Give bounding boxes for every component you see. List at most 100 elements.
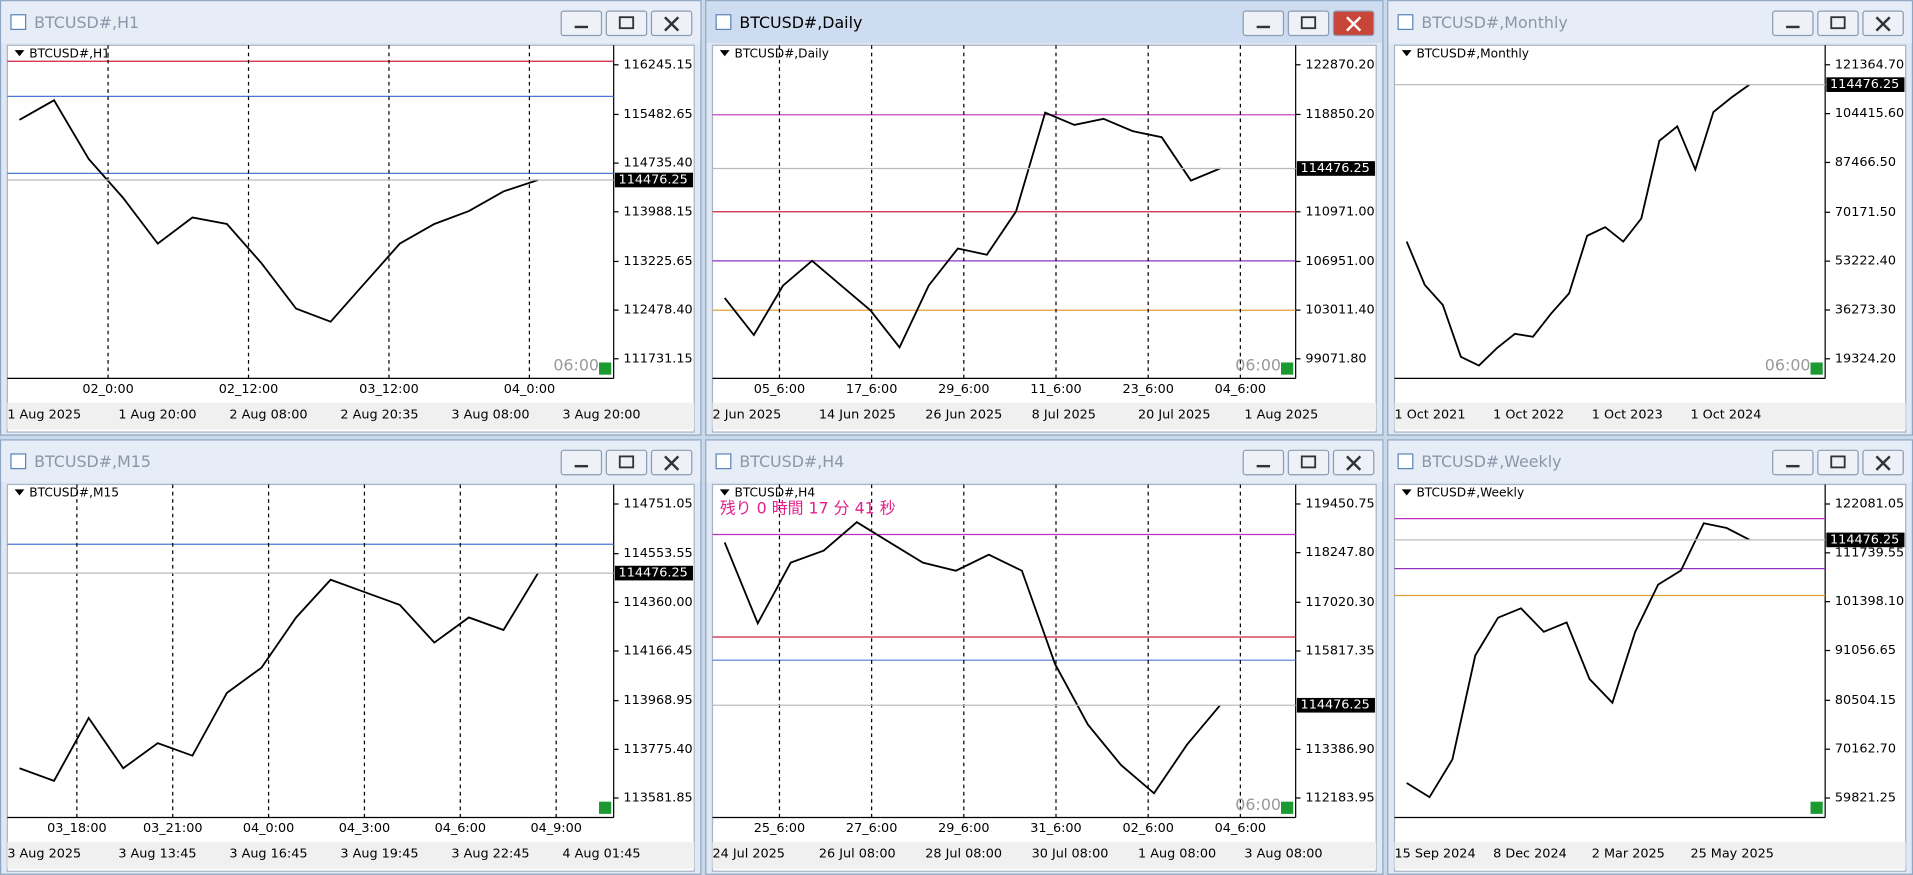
separator-label: 31_6:00 xyxy=(1030,821,1081,836)
window-icon xyxy=(715,453,732,470)
current-price-label: 114476.25 xyxy=(1301,161,1370,176)
separator-label: 29_6:00 xyxy=(938,382,989,397)
x-tick-label: 24 Jul 2025 xyxy=(712,847,784,862)
price-line xyxy=(19,99,539,323)
minimize-button[interactable] xyxy=(560,449,603,476)
y-tick-label: 113775.40 xyxy=(623,742,692,757)
minimize-button[interactable] xyxy=(560,10,603,37)
window-icon xyxy=(1397,14,1414,31)
chart-label: BTCUSD#,Daily xyxy=(734,46,829,60)
x-tick-label: 30 Jul 08:00 xyxy=(1032,847,1109,862)
y-tick-label: 114553.55 xyxy=(623,546,692,561)
status-marker xyxy=(1810,362,1823,375)
x-tick-label: 8 Dec 2024 xyxy=(1493,847,1567,862)
y-tick-label: 112478.40 xyxy=(623,303,692,318)
chart-label: BTCUSD#,H4 xyxy=(734,486,815,500)
x-tick-label: 1 Oct 2023 xyxy=(1592,407,1663,422)
separator-label: 04_6:00 xyxy=(1215,821,1266,836)
chart-window: BTCUSD#,H1 BTCUSD#,H1 116245.15 115482.65 11… xyxy=(0,0,702,436)
minimize-button[interactable] xyxy=(1772,449,1814,476)
y-tick-label: 70171.50 xyxy=(1835,205,1896,220)
separator-label: 02_12:00 xyxy=(219,382,279,397)
x-tick-label: 4 Aug 01:45 xyxy=(562,847,640,862)
separator-label: 03_12:00 xyxy=(359,382,419,397)
window-icon xyxy=(1397,453,1414,470)
x-tick-label: 2 Mar 2025 xyxy=(1592,847,1665,862)
window-icon xyxy=(10,14,27,31)
x-tick-label: 1 Oct 2024 xyxy=(1690,407,1761,422)
y-tick-label: 53222.40 xyxy=(1835,254,1896,269)
minimize-button[interactable] xyxy=(1242,449,1285,476)
y-tick-label: 106951.00 xyxy=(1305,254,1374,269)
y-tick-label: 115817.35 xyxy=(1305,643,1374,658)
x-tick-label: 3 Aug 08:00 xyxy=(451,407,529,422)
y-tick-label: 111731.15 xyxy=(623,351,692,366)
button-glyph xyxy=(1300,16,1317,30)
x-tick-label: 3 Aug 19:45 xyxy=(340,847,418,862)
chart-window: BTCUSD#,Daily BTCUSD#,Daily 122870.20 11885… xyxy=(705,0,1384,436)
chart-window: BTCUSD#,H4 BTCUSD#,H4 119450.75 118247.80 11… xyxy=(705,439,1384,875)
button-glyph xyxy=(1346,16,1362,32)
x-tick-label: 2 Jun 2025 xyxy=(712,407,781,422)
x-tick-label: 3 Aug 13:45 xyxy=(118,847,196,862)
current-price-box xyxy=(1826,77,1905,92)
y-tick-label: 122870.20 xyxy=(1305,57,1374,72)
y-tick-label: 70162.70 xyxy=(1835,742,1896,757)
price-line xyxy=(723,111,1221,350)
window-title: BTCUSD#,Monthly xyxy=(1421,13,1567,32)
separator-label: 05_6:00 xyxy=(754,382,805,397)
maximize-button[interactable] xyxy=(1817,449,1859,476)
chart-window: BTCUSD#,Weekly BTCUSD#,Weekly 122081.05 111… xyxy=(1387,439,1913,875)
minimize-button[interactable] xyxy=(1772,10,1814,37)
button-glyph xyxy=(1300,455,1317,469)
separator-label: 27_6:00 xyxy=(846,821,897,836)
x-tick-label: 14 Jun 2025 xyxy=(819,407,896,422)
date-strip xyxy=(1394,841,1906,869)
button-glyph xyxy=(1830,16,1846,30)
separator-label: 04_9:00 xyxy=(530,821,581,836)
y-tick-label: 121364.70 xyxy=(1835,57,1904,72)
status-marker xyxy=(1281,801,1294,814)
button-glyph xyxy=(618,455,635,469)
button-glyph xyxy=(1875,455,1891,471)
current-price-box xyxy=(614,565,693,581)
x-tick-label: 1 Aug 2025 xyxy=(7,407,81,422)
y-tick-label: 122081.05 xyxy=(1835,496,1904,511)
current-price-label: 114476.25 xyxy=(619,172,688,187)
separator-label: 02_0:00 xyxy=(82,382,133,397)
bar-timer: 06:00 xyxy=(553,356,599,375)
minimize-button[interactable] xyxy=(1242,10,1285,37)
x-tick-label: 3 Aug 08:00 xyxy=(1244,847,1322,862)
status-marker xyxy=(599,801,612,814)
y-tick-label: 114166.45 xyxy=(623,644,692,659)
label-arrow xyxy=(1401,50,1412,57)
maximize-button[interactable] xyxy=(1287,10,1330,37)
current-price-label: 114476.25 xyxy=(1830,77,1899,92)
y-tick-label: 114751.05 xyxy=(623,496,692,511)
y-tick-label: 113386.90 xyxy=(1305,742,1374,757)
separator-label: 17_6:00 xyxy=(846,382,897,397)
x-tick-label: 2 Aug 08:00 xyxy=(229,407,307,422)
current-price-box xyxy=(1296,697,1375,713)
maximize-button[interactable] xyxy=(1817,10,1859,37)
price-line xyxy=(19,572,539,782)
x-tick-label: 8 Jul 2025 xyxy=(1032,407,1096,422)
maximize-button[interactable] xyxy=(605,10,648,37)
separator-label: 03_18:00 xyxy=(47,821,107,836)
x-tick-label: 28 Jul 08:00 xyxy=(925,847,1002,862)
y-tick-label: 59821.25 xyxy=(1835,791,1896,806)
maximize-button[interactable] xyxy=(605,449,648,476)
date-strip xyxy=(712,841,1377,869)
x-tick-label: 26 Jun 2025 xyxy=(925,407,1002,422)
separator-label: 04_0:00 xyxy=(243,821,294,836)
date-strip xyxy=(7,402,695,430)
maximize-button[interactable] xyxy=(1287,449,1330,476)
y-tick-label: 80504.15 xyxy=(1835,693,1896,708)
x-tick-label: 1 Oct 2021 xyxy=(1394,407,1465,422)
x-tick-label: 1 Oct 2022 xyxy=(1493,407,1564,422)
y-tick-label: 119450.75 xyxy=(1305,496,1374,511)
window-title: BTCUSD#,Daily xyxy=(739,13,862,32)
y-tick-label: 113581.85 xyxy=(623,791,692,806)
x-tick-label: 1 Aug 2025 xyxy=(1244,407,1318,422)
